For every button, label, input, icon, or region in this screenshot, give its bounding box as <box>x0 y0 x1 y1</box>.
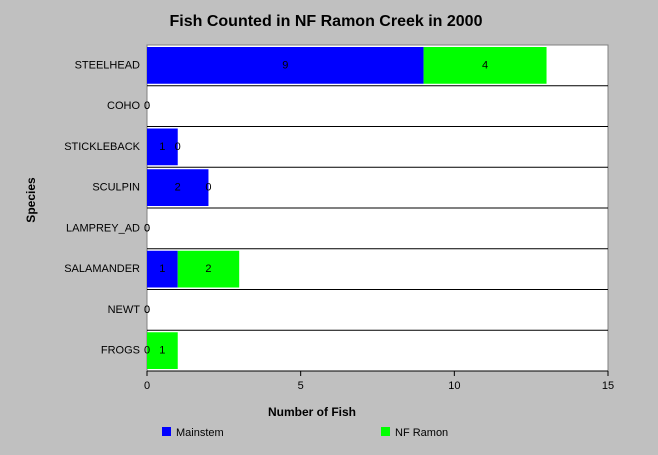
data-label: 0 <box>144 222 150 234</box>
x-tick-label: 5 <box>298 380 304 392</box>
bar-segment <box>177 250 240 288</box>
data-label: 0 <box>144 100 150 112</box>
y-tick-label: FROGS <box>101 345 140 357</box>
legend-label: NF Ramon <box>395 427 448 439</box>
data-label: 0 <box>144 345 150 357</box>
y-tick-label: STEELHEAD <box>75 59 140 71</box>
y-axis-title: Species <box>24 177 38 223</box>
data-label: 0 <box>205 182 211 194</box>
data-label: 0 <box>144 304 150 316</box>
data-label: 0 <box>144 222 150 234</box>
data-label: 4 <box>482 59 488 71</box>
data-label: 0 <box>144 100 150 112</box>
data-label: 9 <box>282 59 288 71</box>
data-label: 0 <box>144 304 150 316</box>
y-tick-label: COHO <box>107 100 140 112</box>
x-tick-label: 10 <box>448 380 460 392</box>
data-label: 2 <box>205 263 211 275</box>
bar-segment <box>147 128 178 166</box>
legend-swatch <box>162 427 171 436</box>
y-tick-label: NEWT <box>108 304 141 316</box>
legend-swatch <box>381 427 390 436</box>
y-tick-label: SCULPIN <box>92 182 140 194</box>
bar-segment <box>423 47 547 84</box>
data-label: 1 <box>159 345 165 357</box>
data-label: 0 <box>175 141 181 153</box>
data-label: 2 <box>175 182 181 194</box>
bar-segment <box>147 47 424 84</box>
data-label: 1 <box>159 141 165 153</box>
y-tick-label: LAMPREY_AD <box>66 222 140 234</box>
chart-title: Fish Counted in NF Ramon Creek in 2000 <box>170 13 483 30</box>
bar-segment <box>147 169 209 206</box>
y-tick-label: SALAMANDER <box>64 263 140 275</box>
data-label: 1 <box>159 263 165 275</box>
bar-segment <box>147 250 178 288</box>
bar-segment <box>147 332 178 369</box>
x-tick-label: 0 <box>144 380 150 392</box>
y-tick-label: STICKLEBACK <box>64 141 140 153</box>
x-axis-title: Number of Fish <box>268 405 356 419</box>
x-tick-label: 15 <box>602 380 614 392</box>
legend-label: Mainstem <box>176 427 224 439</box>
